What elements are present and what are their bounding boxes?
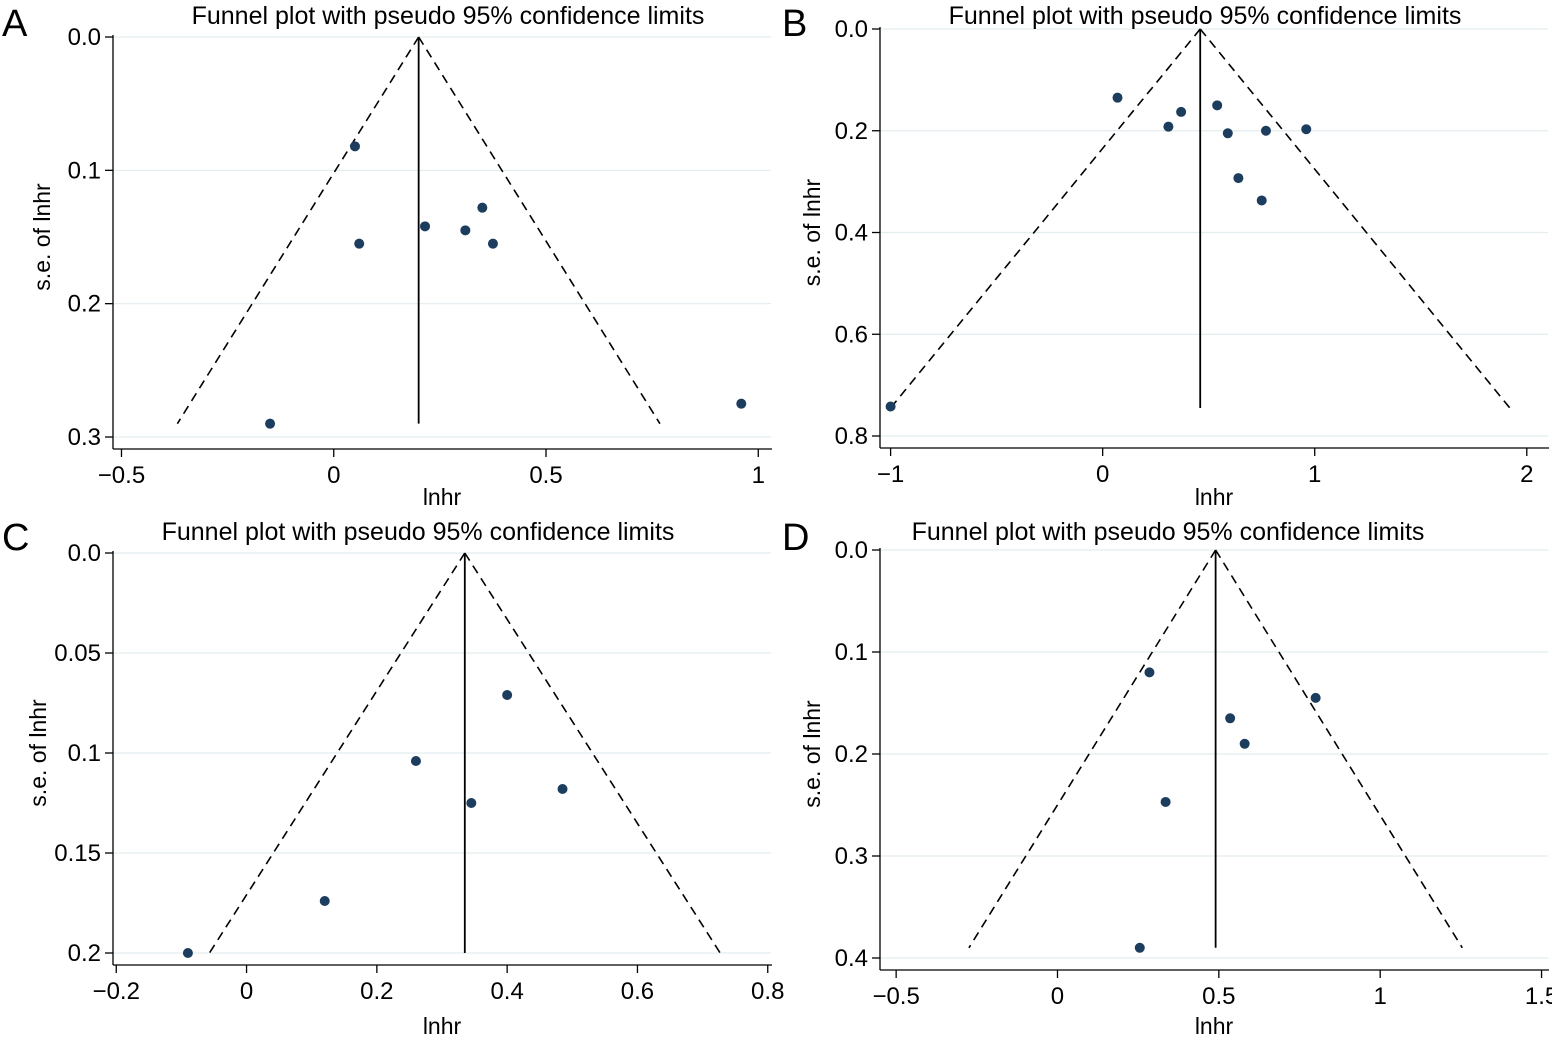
x-axis-title: lnhr (1195, 1013, 1234, 1039)
funnel-left-limit (176, 36, 420, 425)
y-tick-label: 0.0 (68, 540, 101, 567)
x-tick-label: 0.5 (529, 462, 562, 489)
x-tick-label: −0.2 (93, 978, 140, 1005)
funnel-left-limit (968, 549, 1217, 949)
x-tick-label: 1 (1308, 461, 1321, 488)
y-tick-label: 0.1 (835, 639, 868, 666)
y-tick-label: 0.4 (835, 220, 868, 247)
funnel-right-limit (417, 36, 661, 425)
study-point (319, 896, 330, 906)
study-point (502, 690, 513, 700)
study-point (1212, 100, 1223, 111)
y-tick-label: 0.0 (835, 537, 868, 564)
study-point (557, 784, 568, 794)
study-point (410, 756, 421, 766)
chart-title: Funnel plot with pseudo 95% confidence l… (162, 518, 675, 546)
y-tick-label: 0.6 (835, 321, 868, 348)
study-point (1239, 738, 1250, 749)
study-point (885, 401, 896, 412)
y-tick-label: 0.2 (68, 940, 101, 967)
x-tick-label: 0.8 (751, 978, 784, 1005)
panel-d: 0.0 0.1 0.2 0.3 0.4−0.5 0 0.5 1 1.5 D Funnel plot … (782, 517, 1552, 1039)
y-tick-label: 0.15 (54, 840, 101, 867)
study-point (1134, 942, 1145, 953)
x-tick-label: 1 (752, 462, 765, 489)
funnel-right-limit (1199, 28, 1511, 409)
panel-a: 0.0 0.1 0.2 0.3 −0.5 0 0.5 1 A Funnel plot with p… (2, 2, 772, 510)
chart-title: Funnel plot with pseudo 95% confidence l… (192, 2, 705, 30)
x-axis-title: lnhr (1195, 484, 1234, 510)
study-point (182, 948, 193, 958)
study-point (420, 221, 431, 232)
study-point (354, 238, 365, 249)
study-point (265, 418, 276, 429)
y-tick-label: 0.4 (835, 945, 868, 972)
panel-b: 0.0 0.2 0.4 0.6 0.8 −1 0 1 2 B Funnel plot with ps… (782, 2, 1549, 510)
study-point (1222, 128, 1233, 139)
y-tick-label: 0.1 (68, 740, 101, 767)
x-tick-label: −0.5 (98, 462, 145, 489)
study-point (1260, 125, 1271, 136)
study-point (477, 202, 488, 213)
study-point (349, 141, 360, 152)
chart-title: Funnel plot with pseudo 95% confidence l… (949, 2, 1462, 30)
y-axis-title: s.e. of lnhr (29, 183, 55, 291)
y-tick-label: 0.0 (835, 16, 868, 43)
study-point (460, 225, 471, 236)
x-tick-label: 0 (240, 978, 253, 1005)
study-point (487, 238, 498, 249)
x-tick-label: 0 (1096, 461, 1109, 488)
y-axis-title: s.e. of lnhr (25, 699, 51, 807)
x-tick-label: 0.6 (621, 978, 654, 1005)
panel-letter: A (2, 3, 28, 45)
x-tick-label: 1.5 (1525, 983, 1552, 1010)
y-tick-label: 0.8 (835, 423, 868, 450)
y-tick-label: 0.0 (68, 24, 101, 51)
y-tick-label: 0.3 (835, 843, 868, 870)
panel-letter: B (782, 3, 807, 45)
x-tick-label: 0.5 (1202, 983, 1235, 1010)
y-axis-title: s.e. of lnhr (799, 700, 825, 808)
y-tick-label: 0.1 (68, 157, 101, 184)
funnel-left-limit (208, 552, 466, 954)
x-tick-label: −0.5 (872, 983, 919, 1010)
study-point (736, 398, 747, 409)
funnel-right-limit (1214, 549, 1463, 949)
panel-letter: D (782, 517, 809, 559)
study-point (466, 798, 477, 808)
x-axis-title: lnhr (423, 1013, 462, 1039)
x-axis-title: lnhr (423, 484, 462, 510)
study-point (1301, 124, 1312, 135)
funnel-left-limit (889, 28, 1201, 409)
study-point (1112, 92, 1123, 103)
y-axis-title: s.e. of lnhr (799, 178, 825, 286)
study-point (1233, 173, 1244, 184)
study-point (1256, 195, 1267, 206)
study-point (1144, 667, 1155, 678)
chart-title: Funnel plot with pseudo 95% confidence l… (912, 518, 1425, 546)
x-tick-label: 0.4 (490, 978, 523, 1005)
y-tick-label: 0.2 (835, 118, 868, 145)
study-point (1160, 796, 1171, 807)
x-tick-label: 0.2 (360, 978, 393, 1005)
funnel-right-limit (464, 552, 721, 954)
x-tick-label: 0 (1051, 983, 1064, 1010)
y-tick-label: 0.2 (835, 741, 868, 768)
y-tick-label: 0.2 (68, 291, 101, 318)
y-tick-label: 0.3 (68, 424, 101, 451)
x-tick-label: 1 (1374, 983, 1387, 1010)
study-point (1163, 121, 1174, 132)
x-tick-label: −1 (877, 461, 904, 488)
study-point (1225, 713, 1236, 724)
x-tick-label: 0 (327, 462, 340, 489)
study-point (1310, 692, 1321, 703)
panel-letter: C (2, 517, 29, 559)
panel-c: 0.0 0.05 0.1 0.15 0.2 −0.2 0 0.2 0.4 0.6 0.8 C Funne… (2, 517, 784, 1039)
study-point (1176, 106, 1187, 117)
y-tick-label: 0.05 (54, 640, 101, 667)
x-tick-label: 2 (1520, 461, 1533, 488)
